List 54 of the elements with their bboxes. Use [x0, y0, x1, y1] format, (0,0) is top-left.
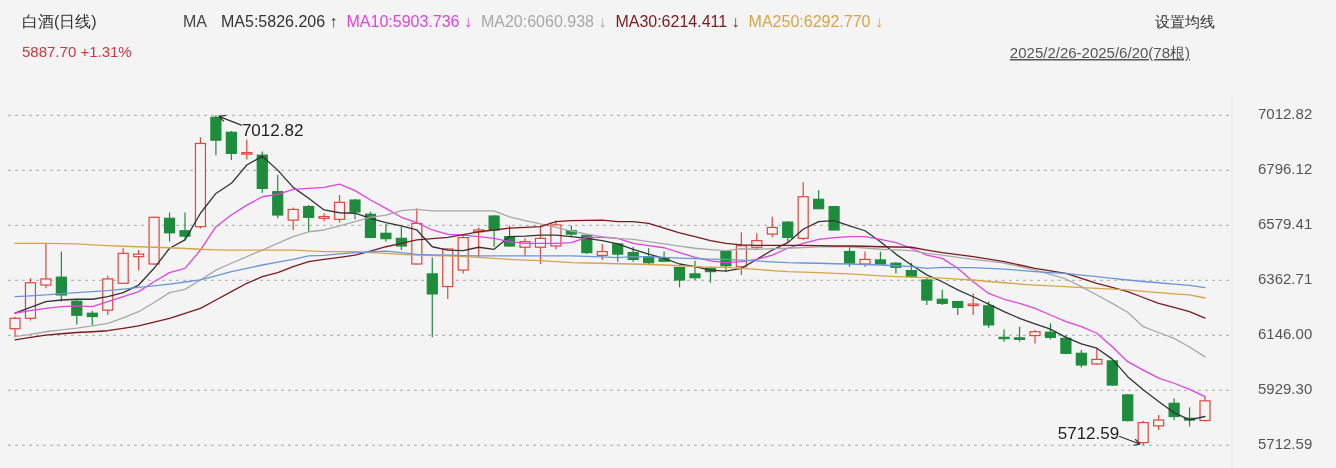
candlestick: [163, 211, 176, 243]
text: 设置均线: [1155, 13, 1215, 30]
y-tick-label: 6362.71: [1258, 270, 1313, 288]
candlestick: [1199, 396, 1211, 423]
candlestick: [241, 138, 253, 161]
candlestick: [333, 194, 346, 224]
candlestick: [766, 216, 778, 238]
text: MA20:6060.938 ↓: [480, 13, 607, 30]
candlestick: [349, 198, 361, 220]
candlestick: [813, 189, 825, 210]
candlestick: [133, 249, 145, 272]
text: 2025/2/26-2025/6/20(78根): [1009, 44, 1190, 61]
candlestick: [1137, 420, 1149, 446]
candlestick: [983, 300, 995, 329]
y-tick-label: 5712.59: [1258, 435, 1313, 453]
text: MA10:5903.736 ↓: [346, 13, 472, 30]
candlestick: [967, 292, 979, 316]
candlestick: [1168, 397, 1180, 421]
candlestick: [998, 328, 1010, 343]
y-tick-label: 6796.12: [1258, 160, 1313, 178]
candlestick: [828, 205, 840, 231]
candlestick: [859, 250, 871, 268]
candlestick: [488, 214, 500, 248]
candlestick: [921, 277, 933, 306]
candlestick: [380, 223, 392, 243]
chart-title: 白酒(日线): [22, 13, 97, 30]
line-series: [14, 242, 1206, 299]
y-tick-label: 7012.82: [1258, 105, 1313, 123]
candlestick: [40, 242, 52, 289]
candlestick: [225, 130, 237, 161]
candlestick: [426, 256, 438, 338]
candlestick: [9, 316, 21, 338]
annotation: 7012.82: [241, 121, 304, 141]
candlestick: [689, 260, 701, 281]
annotation: 5712.59: [1057, 424, 1120, 444]
candlestick: [303, 204, 315, 233]
line-series: [14, 183, 1206, 398]
legend-title: MA: [183, 13, 208, 30]
candlestick: [782, 220, 794, 243]
y-tick-label: 5929.30: [1258, 380, 1313, 398]
candlestick: [287, 206, 299, 231]
y-tick-label: 6146.00: [1258, 325, 1313, 343]
candlestick: [55, 250, 67, 303]
text: MA250:6292.770 ↓: [748, 13, 883, 30]
text: MA5:5826.206 ↑: [221, 13, 338, 30]
candlestick: [272, 174, 284, 219]
chart-subtitle: 5887.70 +1.31%: [22, 43, 132, 60]
text: MA30:6214.411 ↓: [615, 13, 740, 30]
candlestick: [210, 114, 222, 156]
y-tick-label: 6579.41: [1258, 215, 1313, 233]
candlestick: [179, 211, 191, 241]
candlestick: [1029, 329, 1041, 345]
candlestick: [318, 212, 330, 223]
candlestick: [843, 246, 856, 268]
